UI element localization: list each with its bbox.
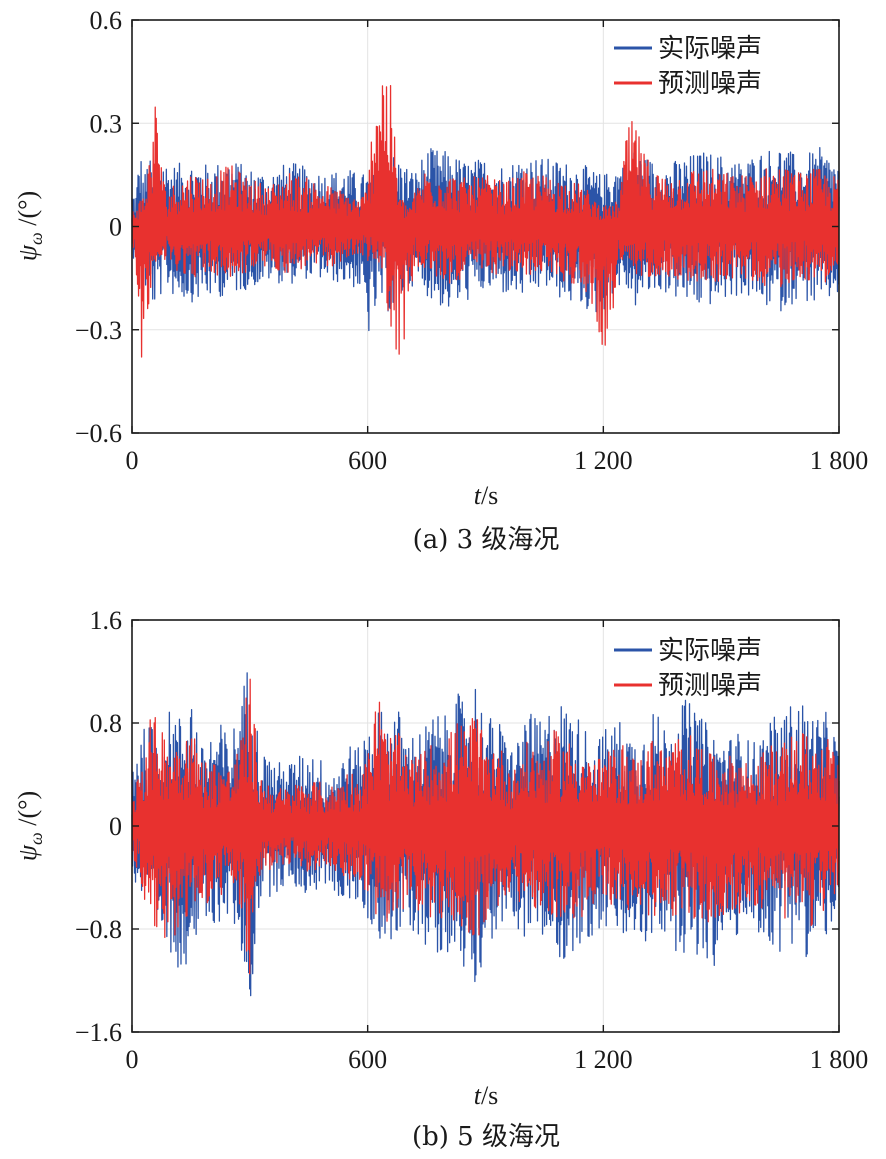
panel-b-y-axis-label: ψω /(°) bbox=[13, 791, 46, 861]
panel-b-x-ticks: 0 600 1 200 1 800 bbox=[126, 620, 869, 1074]
panel-b-caption: (b) 5 级海况 bbox=[412, 1122, 560, 1152]
x-tick-label: 600 bbox=[348, 446, 387, 475]
panel-b-plot-area bbox=[131, 672, 840, 997]
panel-b-x-axis-label: t/s bbox=[474, 1081, 499, 1110]
y-tick-label: −0.3 bbox=[75, 316, 122, 345]
series-line-predicted bbox=[131, 678, 840, 975]
x-tick-label: 1 800 bbox=[810, 1045, 869, 1074]
panel-a-legend-label-actual: 实际噪声 bbox=[658, 34, 762, 64]
panel-b-legend-label-actual: 实际噪声 bbox=[658, 636, 762, 666]
y-tick-label: −0.8 bbox=[75, 915, 122, 944]
panel-a-legend-label-predicted: 预测噪声 bbox=[658, 69, 762, 99]
y-tick-label: 0.8 bbox=[90, 709, 123, 738]
panel-a-x-ticks: 0 600 1 200 1 800 bbox=[126, 20, 869, 475]
x-tick-label: 1 200 bbox=[574, 1045, 633, 1074]
y-tick-label: −0.6 bbox=[75, 419, 122, 448]
y-tick-label: 0.3 bbox=[90, 109, 123, 138]
panel-a: 0.6 0.3 0 −0.3 −0.6 0 600 1 200 1 800 ψω /(°) t… bbox=[13, 6, 868, 555]
y-tick-label: −1.6 bbox=[75, 1018, 122, 1047]
y-tick-label: 0 bbox=[109, 213, 122, 242]
x-tick-label: 600 bbox=[348, 1045, 387, 1074]
panel-a-legend: 实际噪声 预测噪声 bbox=[614, 34, 762, 99]
panel-a-y-ticks: 0.6 0.3 0 −0.3 −0.6 bbox=[75, 6, 839, 448]
x-tick-label: 1 800 bbox=[810, 446, 869, 475]
panel-b-y-ticks: 1.6 0.8 0 −0.8 −1.6 bbox=[75, 606, 839, 1047]
panel-b-legend-label-predicted: 预测噪声 bbox=[658, 671, 762, 701]
panel-b-legend: 实际噪声 预测噪声 bbox=[614, 636, 762, 701]
x-tick-label: 1 200 bbox=[574, 446, 633, 475]
series-line-predicted bbox=[131, 84, 840, 358]
panel-a-plot-area bbox=[131, 84, 840, 358]
panel-a-y-axis-label: ψω /(°) bbox=[13, 191, 46, 261]
panel-b: 1.6 0.8 0 −0.8 −1.6 0 600 1 200 1 800 ψω /(°) t… bbox=[13, 606, 868, 1152]
y-tick-label: 0 bbox=[109, 812, 122, 841]
x-tick-label: 0 bbox=[126, 446, 139, 475]
x-tick-label: 0 bbox=[126, 1045, 139, 1074]
y-tick-label: 1.6 bbox=[90, 606, 123, 635]
y-tick-label: 0.6 bbox=[90, 6, 123, 35]
panel-a-x-axis-label: t/s bbox=[474, 481, 499, 510]
panel-a-caption: (a) 3 级海况 bbox=[413, 525, 560, 555]
